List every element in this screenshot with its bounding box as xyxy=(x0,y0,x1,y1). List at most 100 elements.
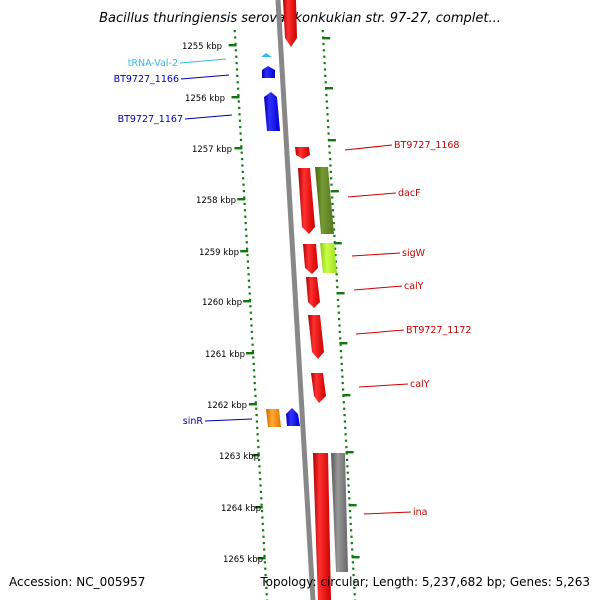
track-major-tick xyxy=(248,403,257,406)
track-dot xyxy=(241,170,244,173)
track-dot xyxy=(251,343,254,346)
track-dot xyxy=(347,478,350,481)
track-dot xyxy=(329,158,332,161)
track-dot xyxy=(330,177,333,180)
gene-label-bt9727-1167[interactable]: BT9727_1167 xyxy=(118,114,183,125)
track-dot xyxy=(334,254,337,257)
track-major-tick xyxy=(246,352,254,355)
gene-label-bt9727-1168[interactable]: BT9727_1168 xyxy=(394,140,459,151)
track-dot xyxy=(256,439,260,442)
track-dot xyxy=(241,164,244,167)
gene-label-bt9727-1166[interactable]: BT9727_1166 xyxy=(114,74,179,85)
gene-label-sigw[interactable]: sigW xyxy=(402,248,426,259)
tick-label: 1262 kbp xyxy=(207,401,247,411)
track-dot xyxy=(243,202,246,205)
gene-arrow-trna-val-2[interactable] xyxy=(261,53,272,57)
track-dot xyxy=(260,497,263,500)
track-dot xyxy=(324,74,327,77)
genome-backbone xyxy=(275,0,316,600)
track-dot xyxy=(324,81,327,84)
track-dot xyxy=(246,247,249,250)
tick-label: 1260 kbp xyxy=(202,298,242,308)
track-dot xyxy=(262,529,265,532)
track-dot xyxy=(238,106,241,109)
tick-label: 1257 kbp xyxy=(192,145,232,155)
track-dot xyxy=(337,305,340,308)
track-dot xyxy=(322,49,325,52)
track-dot xyxy=(235,68,239,71)
gene-arrow-top[interactable] xyxy=(283,0,297,47)
track-dot xyxy=(240,151,243,154)
track-major-tick xyxy=(240,250,249,253)
gene-features xyxy=(261,0,348,600)
tick-tracks xyxy=(228,30,360,600)
track-dot xyxy=(259,478,262,481)
gene-label-caly-2[interactable]: calY xyxy=(410,379,430,390)
gene-label-bt9727-1172[interactable]: BT9727_1172 xyxy=(406,325,471,336)
track-dot xyxy=(259,490,262,493)
track-dot xyxy=(335,273,338,276)
gene-label-caly-1[interactable]: calY xyxy=(404,281,424,292)
track-dot xyxy=(333,234,336,237)
track-dot xyxy=(248,298,252,301)
gene-labels: tRNA-Val-2 BT9727_1166 BT9727_1167 BT972… xyxy=(114,58,472,518)
track-dot xyxy=(352,574,355,577)
gene-arrow-red-258[interactable] xyxy=(298,168,315,234)
track-dot xyxy=(343,420,346,423)
track-dot xyxy=(344,426,347,429)
gene-arrow-red-ina[interactable] xyxy=(313,453,331,600)
track-dot xyxy=(322,42,325,45)
accession-text: Accession: NC_005957 xyxy=(9,575,145,589)
gene-arrow-sinr[interactable] xyxy=(266,409,281,427)
gene-arrow-bt9727-1166[interactable] xyxy=(262,66,275,78)
gene-arrow-bt9727-1168[interactable] xyxy=(295,147,310,159)
gene-arrow-red-259[interactable] xyxy=(303,244,318,274)
gene-label-trna-val-2[interactable]: tRNA-Val-2 xyxy=(128,58,178,69)
track-dot xyxy=(257,446,260,449)
track-dot xyxy=(237,87,240,90)
track-dot xyxy=(234,36,237,39)
gene-arrow-bt9727-1172[interactable] xyxy=(308,315,324,359)
gene-arrow-caly-1[interactable] xyxy=(306,277,320,308)
gene-arrow-blue-262[interactable] xyxy=(286,408,300,426)
track-dot xyxy=(349,522,352,525)
gene-label-dacf[interactable]: dacF xyxy=(398,188,421,199)
gene-label-sinr[interactable]: sinR xyxy=(183,416,204,427)
gene-label-ina[interactable]: ina xyxy=(413,507,427,518)
track-major-tick xyxy=(254,506,263,509)
gene-arrow-ina[interactable] xyxy=(331,453,348,572)
track-dot xyxy=(264,574,267,577)
track-dot xyxy=(257,452,260,455)
map-title: Bacillus thuringiensis serovar konkukian… xyxy=(99,11,501,26)
track-dot xyxy=(336,298,340,301)
track-dot xyxy=(244,215,247,218)
track-dot xyxy=(242,177,245,180)
track-dot xyxy=(243,209,247,212)
track-major-tick xyxy=(237,198,246,201)
track-dot xyxy=(258,465,261,468)
track-dot xyxy=(349,516,352,519)
track-dot xyxy=(250,318,253,321)
track-dot xyxy=(247,273,250,276)
track-dot xyxy=(351,554,354,557)
gene-arrow-sigw[interactable] xyxy=(320,243,337,273)
track-dot xyxy=(338,324,341,327)
track-dot xyxy=(346,465,349,468)
track-dot xyxy=(261,516,264,519)
gene-arrow-caly-2[interactable] xyxy=(311,373,326,403)
gene-arrow-bt9727-1167[interactable] xyxy=(264,92,280,131)
tick-label: 1265 kbp xyxy=(223,555,263,565)
track-major-tick xyxy=(325,87,333,90)
track-major-tick xyxy=(339,342,348,345)
track-dot xyxy=(326,119,329,122)
track-dot xyxy=(341,382,344,385)
gene-arrow-dacf[interactable] xyxy=(315,167,334,234)
track-dot xyxy=(338,318,341,321)
track-dot xyxy=(242,183,245,186)
track-major-tick xyxy=(257,557,266,560)
track-dot xyxy=(235,55,238,58)
tick-label: 1263 kbp xyxy=(219,452,259,462)
track-dot xyxy=(258,471,261,474)
track-dot xyxy=(326,113,329,116)
track-dot xyxy=(321,30,324,33)
